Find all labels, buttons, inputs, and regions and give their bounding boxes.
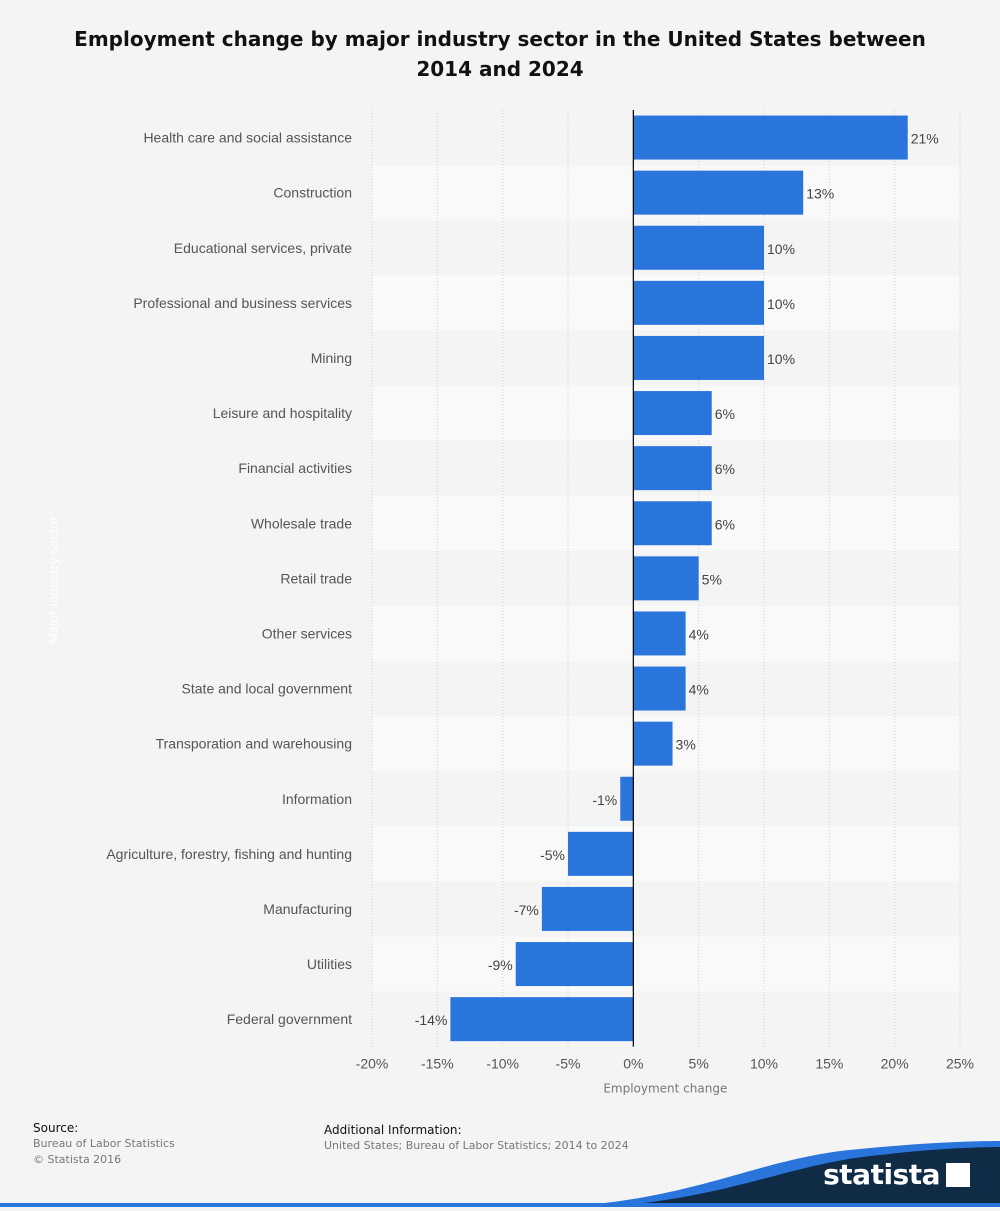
additional-info-block: Additional Information: United States; B… — [324, 1122, 629, 1154]
y-axis-title: Major industry sector — [47, 516, 61, 643]
value-label: 3% — [676, 737, 696, 753]
value-label: 21% — [911, 131, 939, 147]
bar[interactable] — [633, 115, 908, 160]
value-label: -14% — [415, 1012, 448, 1028]
bar[interactable] — [633, 446, 712, 491]
x-tick-label: 10% — [750, 1056, 778, 1072]
bar[interactable] — [633, 721, 673, 766]
bar[interactable] — [450, 997, 634, 1042]
value-label: -5% — [540, 847, 565, 863]
x-tick-label: -5% — [556, 1056, 581, 1072]
category-label: Wholesale trade — [251, 515, 352, 531]
category-label: Construction — [273, 185, 352, 201]
x-tick-label: 15% — [815, 1056, 843, 1072]
x-tick-label: -15% — [421, 1056, 454, 1072]
category-label: Professional and business services — [133, 295, 352, 311]
value-label: -7% — [514, 902, 539, 918]
bar[interactable] — [633, 225, 764, 270]
brand-bar: statista — [0, 1137, 1000, 1207]
row-band — [372, 826, 960, 882]
statista-wordmark[interactable]: statista — [823, 1158, 940, 1191]
value-label: 10% — [767, 351, 795, 367]
info-heading: Additional Information: — [324, 1123, 462, 1137]
category-label: Other services — [262, 625, 352, 641]
row-band — [372, 771, 960, 827]
value-label: 4% — [689, 682, 709, 698]
category-label: State and local government — [182, 681, 353, 697]
category-label: Mining — [311, 350, 352, 366]
category-label: Health care and social assistance — [143, 130, 352, 146]
x-tick-label: 5% — [689, 1056, 709, 1072]
value-label: 6% — [715, 516, 735, 532]
source-block: Source: Bureau of Labor Statistics © Sta… — [33, 1120, 175, 1168]
copyright-line: © Statista 2016 — [33, 1153, 122, 1166]
x-tick-label: 0% — [623, 1056, 643, 1072]
category-label: Agriculture, forestry, fishing and hunti… — [106, 846, 352, 862]
row-band — [372, 936, 960, 992]
value-label: 10% — [767, 296, 795, 312]
bar[interactable] — [633, 280, 764, 325]
category-label: Utilities — [307, 956, 352, 972]
bar[interactable] — [541, 886, 634, 931]
x-tick-label: 25% — [946, 1056, 974, 1072]
value-label: 4% — [689, 626, 709, 642]
category-label: Retail trade — [280, 570, 352, 586]
x-tick-label: -10% — [486, 1056, 519, 1072]
statista-logo-icon — [946, 1163, 970, 1187]
brand-swoosh — [0, 1141, 1000, 1207]
x-tick-label: -20% — [356, 1056, 389, 1072]
category-label: Educational services, private — [174, 240, 352, 256]
category-label: Federal government — [227, 1011, 352, 1027]
bar[interactable] — [633, 501, 712, 546]
value-label: 13% — [806, 186, 834, 202]
bar[interactable] — [633, 556, 699, 601]
bar[interactable] — [633, 391, 712, 436]
category-label: Transporation and warehousing — [156, 736, 352, 752]
source-heading: Source: — [33, 1121, 79, 1135]
bar[interactable] — [633, 170, 804, 215]
value-label: 10% — [767, 241, 795, 257]
value-label: 6% — [715, 406, 735, 422]
source-line: Bureau of Labor Statistics — [33, 1137, 175, 1150]
bar[interactable] — [633, 335, 764, 380]
chart-title: Employment change by major industry sect… — [74, 27, 926, 81]
category-label: Financial activities — [238, 460, 352, 476]
value-label: -1% — [592, 792, 617, 808]
value-label: 6% — [715, 461, 735, 477]
bar[interactable] — [568, 831, 634, 876]
bar[interactable] — [633, 666, 686, 711]
bar[interactable] — [633, 611, 686, 656]
bar[interactable] — [515, 942, 634, 987]
x-axis-title: Employment change — [603, 1082, 727, 1096]
x-tick-label: 20% — [881, 1056, 909, 1072]
category-label: Manufacturing — [263, 901, 352, 917]
value-label: -9% — [488, 957, 513, 973]
info-line: United States; Bureau of Labor Statistic… — [324, 1139, 629, 1152]
category-label: Leisure and hospitality — [213, 405, 352, 421]
bar[interactable] — [620, 776, 634, 821]
category-label: Information — [282, 791, 352, 807]
bar-chart: Health care and social assistance 21% Cons… — [47, 110, 974, 1096]
value-label: 5% — [702, 571, 722, 587]
row-band — [372, 881, 960, 937]
